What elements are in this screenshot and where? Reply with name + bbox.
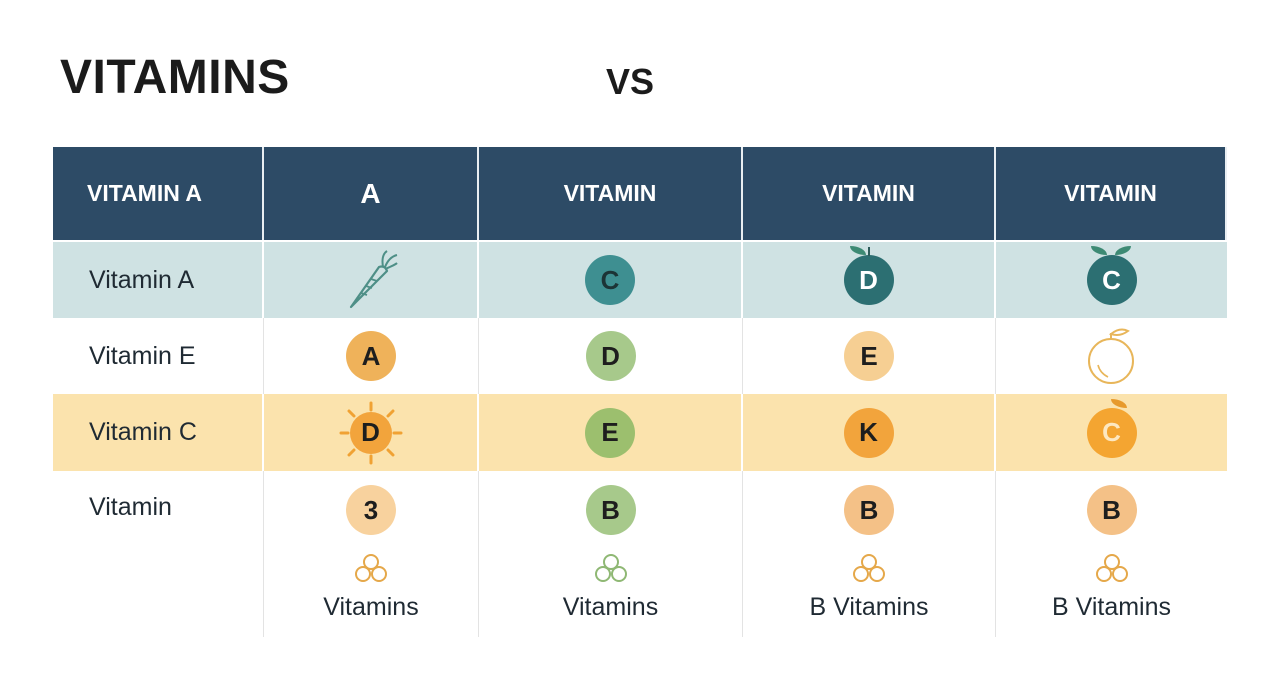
leaf-icon: [1110, 398, 1127, 408]
table-cell: B Vitamins: [479, 471, 743, 637]
badge-letter: C: [1102, 417, 1121, 447]
header-cell-5: VITAMIN: [996, 147, 1227, 240]
orange-fruit-icon: [1087, 328, 1134, 384]
badge-letter: E: [601, 417, 619, 447]
vitamin-b-badge: B: [1086, 485, 1137, 535]
vitamin-k-badge: K: [843, 407, 894, 458]
leaf-icon: [1114, 246, 1131, 255]
sun-splash-icon: [339, 401, 402, 464]
row-label-3: Vitamin C: [53, 394, 264, 471]
leaf-icon: [1090, 246, 1107, 255]
table-cell: 3 Vitamins: [264, 471, 479, 637]
badge-letter: D: [859, 264, 878, 295]
badge-letter: B: [859, 494, 879, 525]
table-cell: K: [743, 394, 996, 471]
header-cell-1: VITAMIN A: [53, 147, 264, 240]
capsules-cluster-icon: [1095, 554, 1128, 582]
badge-letter: C: [1102, 264, 1121, 295]
table-cell: C: [479, 240, 743, 318]
table-cell: C: [996, 394, 1227, 471]
table-cell: B B Vitamins: [743, 471, 996, 637]
carrot-icon: [349, 250, 398, 309]
vitamin-b-badge: B: [844, 485, 894, 535]
table-cell: D: [743, 240, 996, 318]
badge-letter: K: [859, 417, 878, 447]
badge-letter: 3: [363, 494, 379, 525]
badge-letter: D: [601, 340, 620, 371]
vitamin-a-badge: A: [346, 331, 396, 381]
vitamin-comparison-table: VITAMIN A A VITAMIN VITAMIN VITAMIN Vita…: [53, 147, 1227, 637]
header-cell-4: VITAMIN: [743, 147, 996, 240]
table-cell: [264, 240, 479, 318]
vitamin-c-badge: C: [585, 255, 635, 305]
badge-letter: B: [1102, 494, 1121, 525]
vitamin-3-badge: 3: [346, 485, 396, 535]
caption: Vitamins: [562, 593, 659, 621]
table-cell: B B Vitamins: [996, 471, 1227, 637]
vitamin-b-badge: B: [585, 485, 636, 535]
table-cell: D: [264, 394, 479, 471]
vitamin-e-badge: E: [844, 331, 894, 381]
caption: B Vitamins: [809, 593, 929, 621]
vitamin-d-badge: D: [346, 408, 396, 458]
badge-letter: B: [601, 494, 620, 525]
vitamin-c-badge: C: [1086, 398, 1137, 458]
row-label-4: Vitamin: [53, 471, 264, 637]
table-cell: A: [264, 318, 479, 394]
vs-label: VS: [606, 61, 655, 102]
badge-letter: D: [361, 417, 380, 447]
stem-icon: [867, 247, 870, 256]
leaf-icon: [849, 246, 866, 255]
badge-letter: E: [860, 340, 878, 371]
row-label-1: Vitamin A: [53, 240, 264, 318]
table-cell: E: [743, 318, 996, 394]
vitamin-d-badge: D: [843, 246, 894, 305]
header-cell-2: A: [264, 147, 479, 240]
capsules-cluster-icon: [853, 554, 885, 582]
vitamin-c-badge: C: [1086, 246, 1137, 305]
capsules-cluster-icon: [594, 554, 627, 582]
capsules-cluster-icon: [355, 554, 387, 582]
badge-letter: C: [600, 264, 620, 295]
vitamin-e-badge: E: [585, 407, 635, 458]
badge-letter: A: [361, 340, 381, 371]
caption: Vitamins: [323, 593, 419, 621]
table-cell: [996, 318, 1227, 394]
table-cell: D: [479, 318, 743, 394]
table-cell: E: [479, 394, 743, 471]
page-title: VITAMINS: [60, 51, 290, 104]
header-cell-3: VITAMIN: [479, 147, 743, 240]
row-label-2: Vitamin E: [53, 318, 264, 394]
caption: B Vitamins: [1051, 593, 1172, 621]
table-cell: C: [996, 240, 1227, 318]
vitamin-d-badge: D: [585, 331, 636, 381]
